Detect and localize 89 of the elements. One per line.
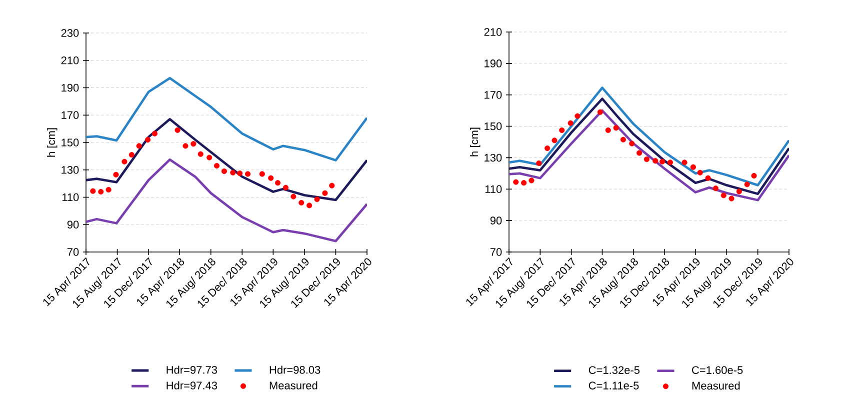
y-tick-label: 210 [61, 56, 79, 64]
point [106, 186, 112, 193]
point [536, 160, 542, 166]
point [720, 192, 726, 198]
point [306, 202, 312, 208]
point [190, 141, 196, 147]
y-axis-title: h [cm] [470, 128, 480, 156]
point [152, 130, 158, 136]
point [690, 164, 696, 170]
point [629, 140, 635, 146]
line-series [86, 118, 368, 202]
point [290, 194, 296, 200]
legend-label: Hdr=98.03 [270, 366, 320, 374]
y-tick-label: 190 [484, 60, 502, 68]
point [237, 170, 243, 176]
point [528, 178, 534, 184]
point [712, 186, 718, 192]
legend-label: C=1.32e-5 [588, 366, 640, 374]
point [314, 196, 320, 202]
point [574, 113, 580, 119]
point [274, 180, 281, 186]
point [282, 184, 289, 190]
y-tick-label: 230 [61, 29, 79, 37]
point [136, 143, 142, 149]
line-series [86, 158, 368, 242]
point [636, 150, 642, 156]
point [736, 188, 742, 194]
point [221, 168, 227, 174]
point [206, 154, 212, 160]
point [113, 172, 119, 178]
y-tick-label: 190 [62, 84, 79, 92]
y-tick-label: 150 [62, 138, 79, 146]
point [122, 158, 128, 164]
point [620, 136, 626, 142]
y-axis-title: h [cm] [47, 128, 58, 157]
y-tick-label: 130 [62, 166, 79, 174]
point [198, 151, 204, 157]
point [644, 156, 650, 162]
y-tick-label: 70 [67, 248, 79, 256]
point [268, 175, 274, 181]
y-tick-label: 70 [490, 248, 502, 256]
point [568, 120, 574, 126]
point [128, 152, 134, 158]
point [613, 125, 619, 131]
point [552, 138, 558, 144]
y-tick-label: 130 [484, 154, 502, 162]
point [329, 182, 335, 188]
point [230, 170, 236, 176]
legend-label: Measured [692, 382, 740, 390]
y-tick-label: 110 [485, 185, 502, 194]
point [697, 170, 703, 176]
point [174, 127, 180, 133]
y-tick-label: 170 [62, 111, 79, 120]
point [98, 188, 104, 195]
legend-label: Measured [270, 381, 318, 390]
point [682, 160, 688, 166]
point [214, 162, 220, 169]
y-tick-label: 210 [484, 28, 502, 36]
point [705, 175, 711, 181]
y-tick-label: 170 [484, 90, 502, 99]
legend-label: Hdr=97.73 [166, 366, 218, 374]
point [259, 171, 265, 177]
point [652, 158, 658, 164]
point [513, 179, 519, 185]
y-tick-label: 150 [484, 122, 502, 130]
line-series [86, 76, 368, 162]
point [298, 200, 304, 206]
point [322, 190, 328, 196]
point [728, 196, 734, 202]
point [182, 143, 188, 149]
point [744, 182, 750, 188]
point [605, 127, 611, 134]
point [659, 158, 666, 164]
point [244, 171, 251, 177]
point [521, 180, 527, 186]
point [597, 109, 604, 115]
point [544, 145, 550, 152]
point [90, 188, 96, 194]
line-series [509, 98, 789, 196]
point [559, 127, 565, 134]
legend-label: C=1.60e-5 [692, 366, 743, 374]
legend-label: C=1.11e-5 [588, 382, 639, 390]
y-tick-label: 90 [490, 216, 502, 224]
y-tick-label: 90 [67, 220, 79, 229]
point [751, 172, 757, 179]
legend-label: Hdr=97.43 [166, 381, 218, 390]
point [145, 136, 151, 143]
y-tick-label: 110 [62, 193, 79, 202]
point [667, 160, 674, 166]
